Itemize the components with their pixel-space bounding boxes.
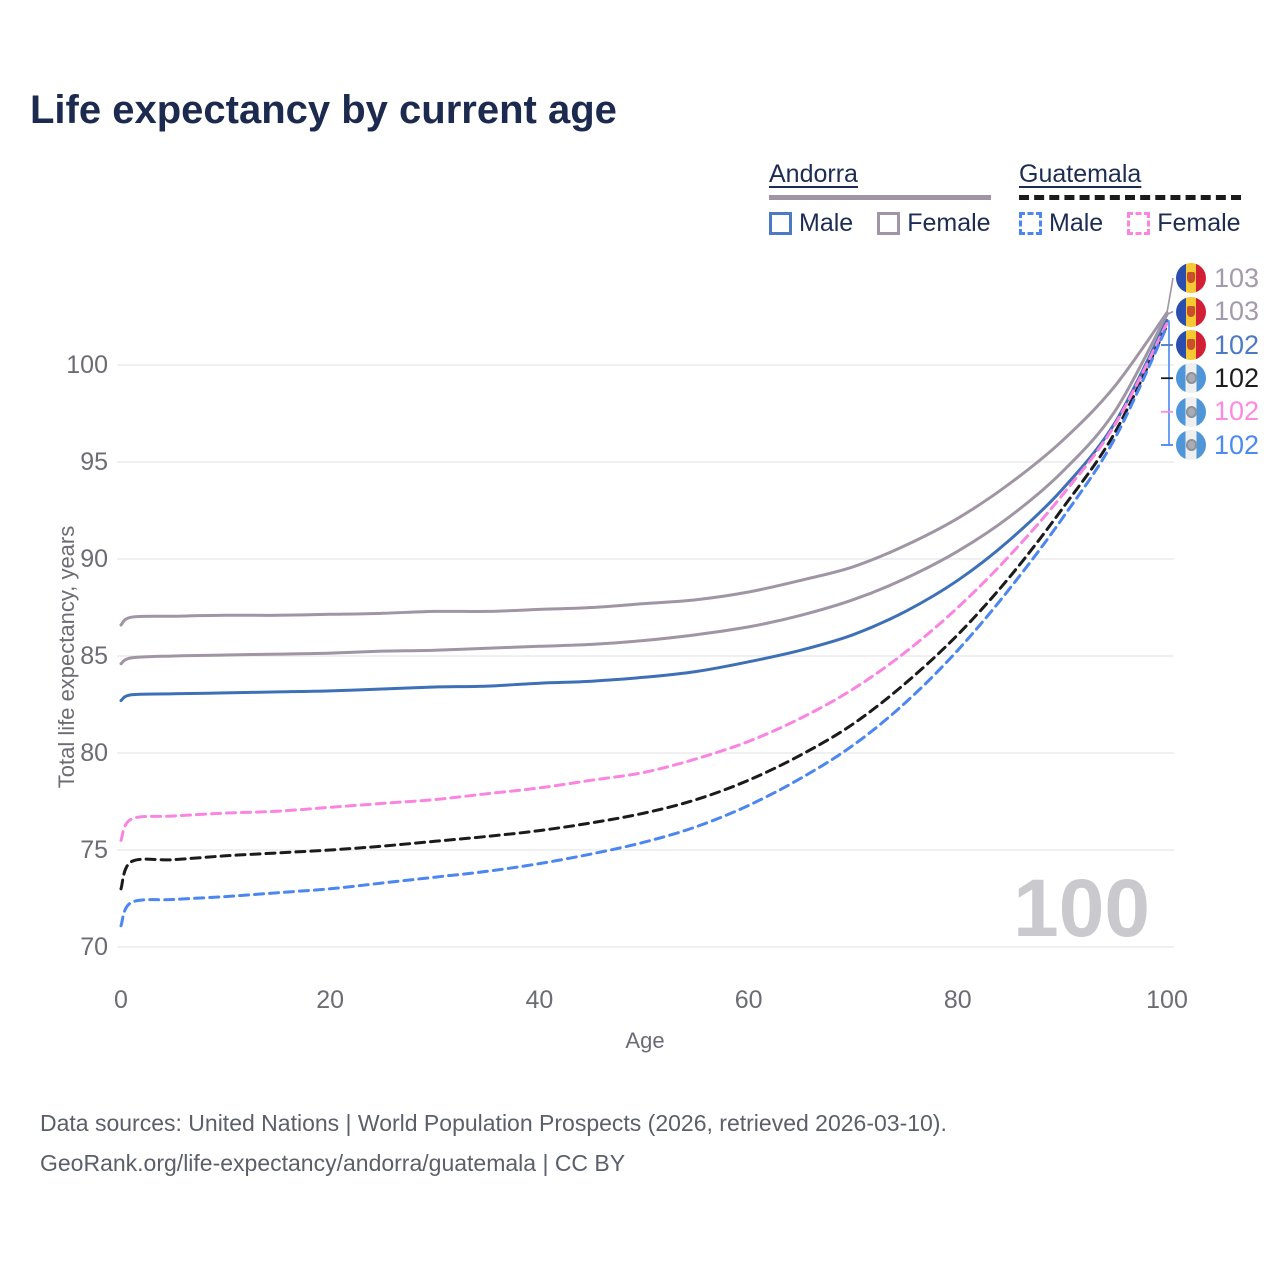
series-line-guatemala-male[interactable] bbox=[119, 324, 1169, 928]
series-line-andorra-female[interactable] bbox=[119, 311, 1169, 627]
legend-line-sample-guatemala bbox=[1019, 195, 1241, 200]
legend-label: Female bbox=[1157, 209, 1241, 237]
x-tick-100: 100 bbox=[1146, 986, 1188, 1014]
end-value-label: 102 bbox=[1214, 362, 1260, 393]
end-value-label: 102 bbox=[1214, 329, 1260, 360]
legend-swatch-andorra-female bbox=[877, 212, 901, 235]
end-value-label: 103 bbox=[1214, 262, 1260, 293]
y-tick-95: 95 bbox=[80, 448, 108, 476]
end-value-label: 102 bbox=[1214, 396, 1260, 427]
legend-group-andorra: Andorra Male Female bbox=[769, 160, 991, 238]
legend-group-guatemala: Guatemala Male Female bbox=[1019, 160, 1241, 238]
legend-item-andorra-female[interactable]: Female bbox=[877, 209, 991, 238]
x-axis-title: Age bbox=[625, 1028, 665, 1053]
y-tick-90: 90 bbox=[80, 545, 108, 573]
connector-andorra-female bbox=[1166, 277, 1174, 313]
y-tick-70: 70 bbox=[80, 933, 108, 961]
end-label-row-andorra-male: 102 bbox=[1176, 329, 1259, 361]
legend-country-guatemala[interactable]: Guatemala bbox=[1019, 160, 1142, 188]
guatemala-flag-icon bbox=[1176, 430, 1206, 460]
legend-line-sample-andorra bbox=[769, 195, 991, 200]
legend-item-guatemala-male[interactable]: Male bbox=[1019, 209, 1103, 238]
footer-data-sources: Data sources: United Nations | World Pop… bbox=[40, 1110, 947, 1136]
andorra-flag-icon bbox=[1176, 296, 1206, 327]
legend-label: Female bbox=[907, 209, 991, 237]
end-label-row-guatemala-male: 102 bbox=[1176, 429, 1259, 461]
x-tick-60: 60 bbox=[734, 986, 763, 1014]
x-tick-80: 80 bbox=[943, 986, 972, 1014]
end-label-row-guatemala-both-sexes: 102 bbox=[1176, 362, 1259, 394]
page-title: Life expectancy by current age bbox=[30, 88, 617, 132]
legend-swatch-guatemala-female bbox=[1127, 212, 1151, 235]
guatemala-flag-icon bbox=[1176, 363, 1206, 394]
series-line-andorra-male[interactable] bbox=[119, 318, 1169, 703]
connector-andorra-both bbox=[1166, 310, 1174, 316]
legend-item-guatemala-female[interactable]: Female bbox=[1127, 209, 1241, 238]
age-watermark: 100 bbox=[1013, 863, 1150, 954]
end-value-label: 103 bbox=[1214, 296, 1260, 326]
end-label-row-andorra-both-sexes: 103 bbox=[1176, 296, 1259, 328]
guatemala-flag-icon bbox=[1176, 396, 1206, 427]
x-tick-20: 20 bbox=[316, 986, 345, 1014]
legend-label: Male bbox=[799, 209, 854, 237]
end-label-row-guatemala-female: 102 bbox=[1176, 396, 1259, 428]
legend-country-andorra[interactable]: Andorra bbox=[769, 160, 858, 188]
series-line-guatemala-both-sexes[interactable] bbox=[119, 323, 1169, 891]
footer-attribution-link[interactable]: GeoRank.org/life-expectancy/andorra/guat… bbox=[40, 1150, 626, 1176]
y-tick-100: 100 bbox=[66, 351, 108, 379]
andorra-flag-icon bbox=[1176, 330, 1206, 360]
y-tick-75: 75 bbox=[80, 836, 108, 864]
legend-item-andorra-male[interactable]: Male bbox=[769, 209, 853, 238]
end-label-row-andorra-female: 103 bbox=[1176, 262, 1259, 294]
series-line-andorra-both-sexes[interactable] bbox=[119, 313, 1169, 666]
legend-swatch-guatemala-male bbox=[1019, 212, 1042, 235]
y-tick-80: 80 bbox=[80, 739, 108, 767]
x-tick-40: 40 bbox=[525, 986, 554, 1014]
x-tick-0: 0 bbox=[114, 986, 128, 1014]
legend-label: Male bbox=[1049, 209, 1104, 237]
legend-swatch-andorra-male bbox=[769, 212, 792, 235]
andorra-flag-icon bbox=[1176, 263, 1206, 293]
series-line-guatemala-female[interactable] bbox=[119, 321, 1169, 842]
end-value-label: 102 bbox=[1214, 429, 1260, 460]
y-tick-85: 85 bbox=[80, 642, 108, 670]
